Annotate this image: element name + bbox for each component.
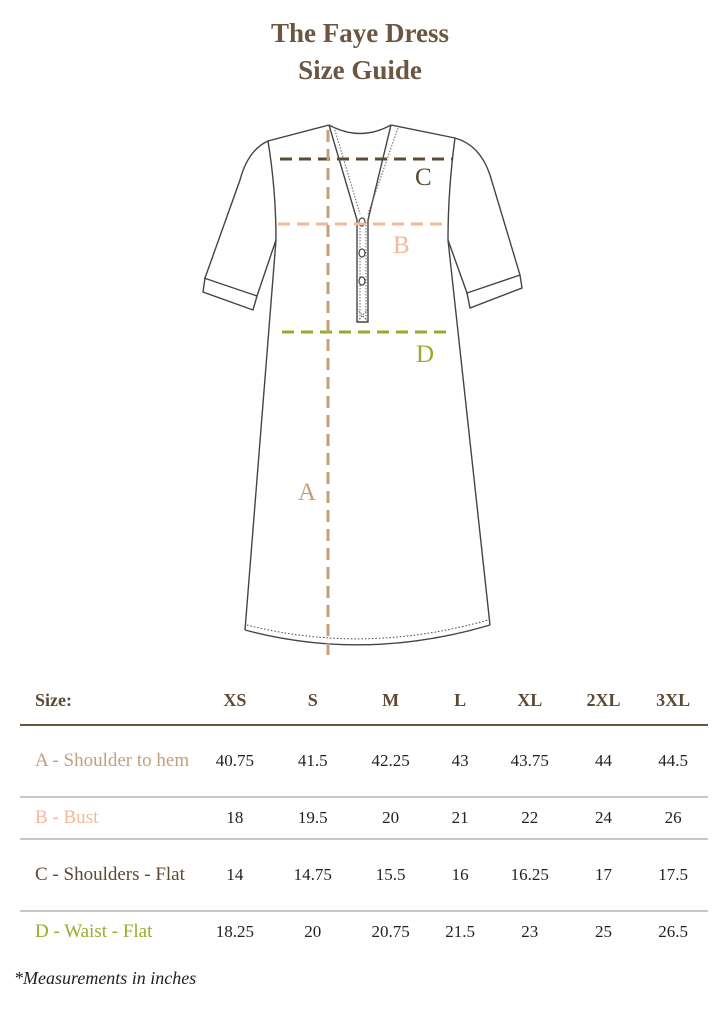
cell: 23 [521,921,539,941]
cell: 21 [429,797,491,840]
row-label: D - Waist - Flat [35,920,153,942]
row-label: B - Bust [20,797,196,840]
cell: 40.75 [196,725,274,798]
footnote: *Measurements in inches [14,968,197,988]
cell: 44 [568,725,639,798]
cell: 17 [568,839,639,912]
cell: 43 [429,725,491,798]
label-a: A [298,479,316,506]
size-col: M [351,676,430,726]
size-col: S [273,676,352,726]
cell: 26 [638,797,708,840]
cell: 20 [304,921,322,941]
cell: 16 [429,839,491,912]
table-row: C - Shoulders - Flat 14 14.75 15.5 16 16… [20,839,708,912]
cell: 41.5 [273,725,352,798]
cell: 21.5 [445,921,476,941]
cell: 20.75 [371,921,410,941]
cell: 17.5 [638,839,708,912]
cell: 14 [196,839,274,912]
size-col: L [429,676,491,726]
cell: 18.25 [215,921,255,941]
title-line-2: Size Guide [298,55,422,85]
size-col: XS [196,676,274,726]
size-col: XL [490,676,569,726]
label-c: C [415,164,432,191]
size-header: Size: [20,676,196,726]
row-label: A - Shoulder to hem [20,725,196,798]
table-row: D - Waist - Flat 18.25 20 20.75 21.5 23 … [20,911,708,951]
row-label: C - Shoulders - Flat [20,839,196,912]
size-table: Size: XS S M L XL 2XL 3XL A - Shoulder t… [20,676,708,951]
cell: 19.5 [273,797,352,840]
label-b: B [393,232,410,259]
cell: 16.25 [490,839,569,912]
cell: 24 [568,797,639,840]
cell: 44.5 [638,725,708,798]
cell: 14.75 [273,839,352,912]
table-row: A - Shoulder to hem 40.75 41.5 42.25 43 … [20,725,708,798]
cell: 26.5 [658,921,689,941]
cell: 25 [595,921,613,941]
size-col: 2XL [568,676,639,726]
table-header-row: Size: XS S M L XL 2XL 3XL [20,676,708,726]
title-line-1: The Faye Dress [271,18,449,48]
cell: 15.5 [351,839,430,912]
cell: 22 [490,797,569,840]
cell: 42.25 [351,725,430,798]
table-row: B - Bust 18 19.5 20 21 22 24 26 [20,797,708,840]
label-d: D [416,341,434,368]
dress-outline [202,124,523,646]
size-col: 3XL [638,676,708,726]
cell: 43.75 [490,725,569,798]
cell: 20 [351,797,430,840]
cell: 18 [196,797,274,840]
dress-diagram: C B D A [202,124,523,658]
buttons [358,217,366,286]
